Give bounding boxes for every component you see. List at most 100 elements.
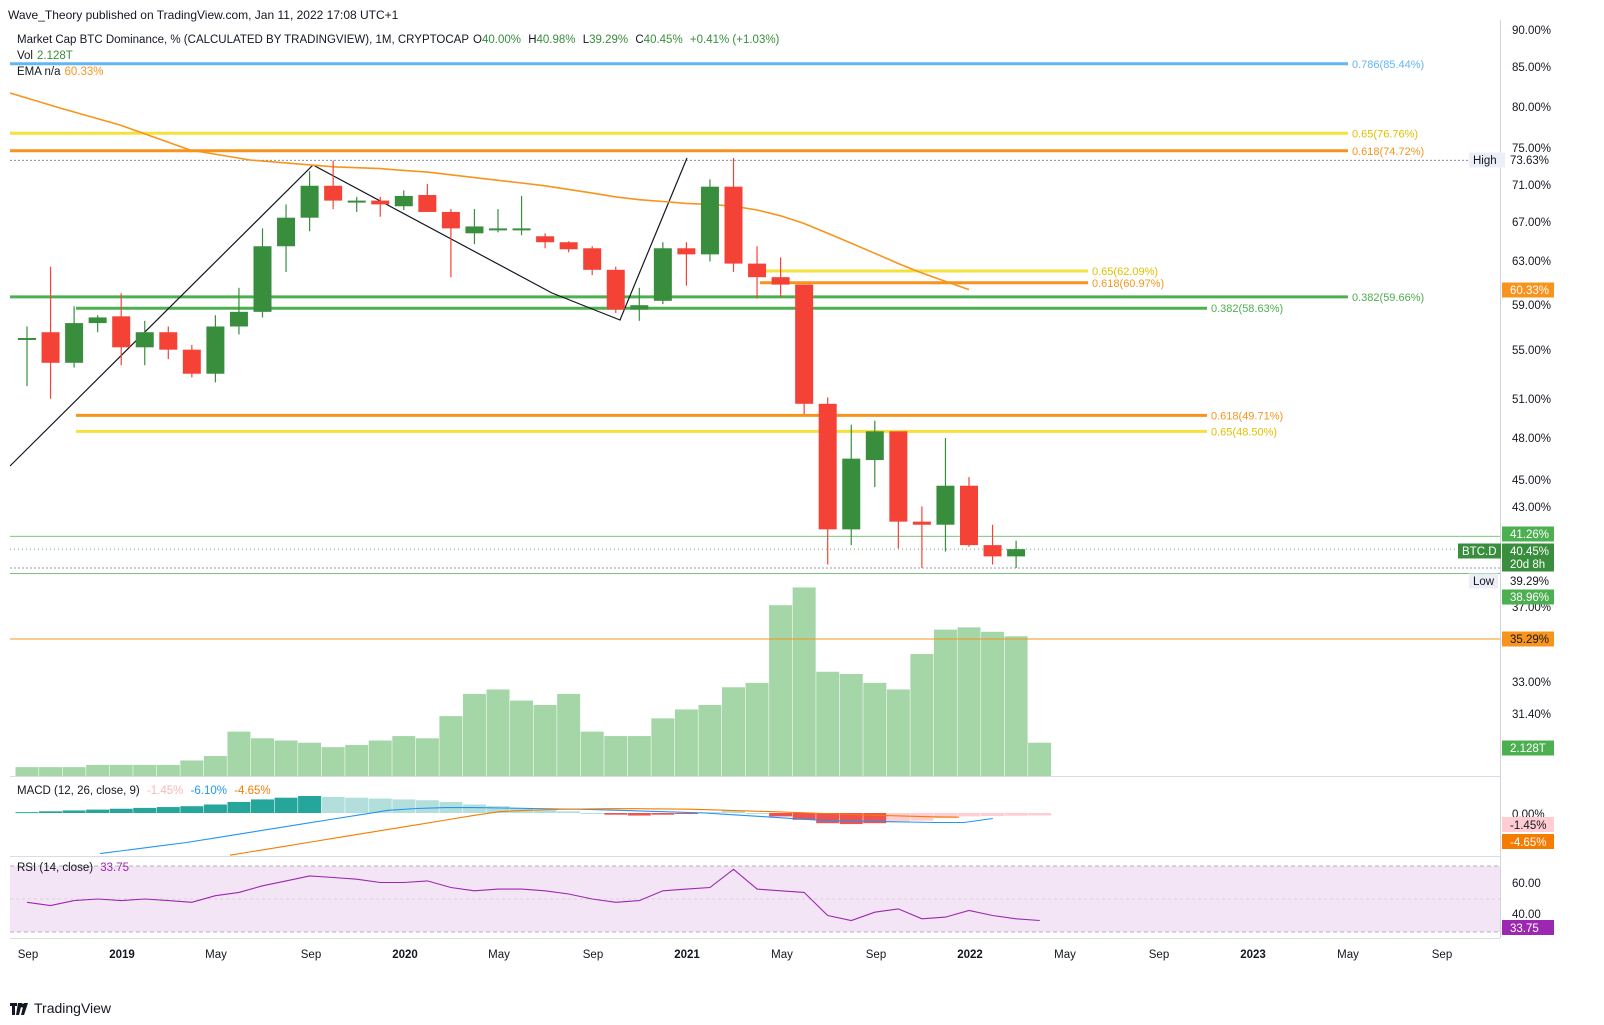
- volume-bar: [957, 627, 981, 776]
- price-axis-tick: 67.00%: [1512, 217, 1551, 229]
- macd-histogram-bar: [298, 796, 322, 813]
- candle-body: [324, 185, 343, 201]
- macd-histogram-bar: [133, 807, 157, 813]
- volume-bar: [745, 682, 769, 776]
- macd-histogram-bar: [769, 813, 793, 817]
- macd-histogram-bar: [533, 809, 557, 813]
- ema-line: [9, 92, 970, 291]
- low-value: 39.29%: [589, 34, 629, 46]
- macd-tag: [1502, 817, 1554, 832]
- price-axis-tick: 85.00%: [1512, 62, 1551, 74]
- volume-bar: [839, 673, 863, 776]
- macd-histogram-bar: [792, 813, 816, 820]
- time-axis-tick: 2022: [957, 949, 983, 961]
- volume-bar: [486, 689, 510, 776]
- price-axis-tick: 48.00%: [1512, 433, 1551, 445]
- macd-histogram-bar: [698, 812, 722, 814]
- price-tag: [1502, 740, 1554, 756]
- candle-body: [371, 200, 390, 205]
- volume-bar: [580, 731, 604, 776]
- time-axis-tick: Sep: [18, 949, 38, 961]
- price-tag-value: 39.29%: [1510, 576, 1549, 588]
- macd-histogram-bar: [39, 811, 63, 813]
- volume-bar: [321, 747, 345, 776]
- price-tag: [1502, 589, 1554, 605]
- brand-name[interactable]: TradingView: [34, 1000, 112, 1016]
- macd-histogram-bar: [557, 811, 581, 813]
- time-axis-tick: May: [1337, 949, 1359, 961]
- candle-body: [88, 317, 107, 324]
- ema-value: 60.33%: [64, 66, 104, 78]
- macd-histogram-bar: [156, 807, 180, 813]
- price-tag-value: 35.29%: [1510, 634, 1549, 646]
- macd-histogram-bar: [462, 804, 486, 813]
- fib-level-label: 0.786(85.44%): [1352, 59, 1424, 71]
- footer: TradingView: [10, 1000, 111, 1016]
- macd-histogram-bar: [321, 796, 345, 813]
- time-axis-tick: 2021: [674, 949, 700, 961]
- candle-body: [912, 521, 931, 525]
- price-tag-value: 60.33%: [1510, 285, 1549, 297]
- macd-legend: MACD (12, 26, close, 9) -1.45% -6.10% -4…: [17, 785, 271, 797]
- candle-body: [1007, 549, 1026, 557]
- candle-body: [465, 226, 484, 234]
- price-axis-tick: 71.00%: [1512, 180, 1551, 192]
- macd-histogram-bar: [863, 813, 887, 824]
- price-tag-value: 40.45%: [1510, 546, 1549, 558]
- price-tag: [1502, 573, 1554, 589]
- price-axis-tick: 37.00%: [1512, 602, 1551, 614]
- volume-bar: [368, 740, 392, 776]
- macd-histogram-bar: [227, 801, 251, 813]
- macd-histogram-bar: [251, 799, 274, 813]
- candle-body: [795, 284, 814, 404]
- macd-histogram-bar: [933, 813, 957, 819]
- macd-histogram-bar: [392, 799, 416, 813]
- volume-bar: [345, 744, 369, 776]
- volume-bar: [180, 760, 204, 776]
- symbol-name[interactable]: Market Cap BTC Dominance, % (CALCULATED …: [17, 34, 470, 46]
- candle-body: [206, 326, 225, 374]
- volume-bar: [792, 587, 816, 776]
- macd-histogram-bar: [368, 798, 392, 813]
- price-tag-label-bg: [1458, 543, 1501, 559]
- tradingview-logo-icon: [10, 1002, 28, 1015]
- volume-bar: [886, 689, 910, 776]
- volume-bar: [981, 631, 1005, 776]
- time-axis-tick: 2019: [109, 949, 135, 961]
- macd-histogram-bar: [345, 797, 369, 813]
- candle-body: [253, 246, 272, 312]
- volume-bar: [910, 653, 934, 776]
- candle-body: [677, 248, 696, 255]
- price-axis-tick: 31.40%: [1512, 709, 1551, 721]
- candle-body: [583, 248, 602, 270]
- price-tag-value: 38.96%: [1510, 592, 1549, 604]
- candle-body: [512, 228, 531, 231]
- volume-bar: [863, 682, 887, 776]
- candle-body: [960, 485, 978, 546]
- fib-level-label: 0.618(49.71%): [1211, 410, 1283, 422]
- macd-histogram-bar: [415, 800, 439, 813]
- rsi-axis-tick: 60.00: [1512, 878, 1541, 890]
- macd-histogram-bar: [580, 813, 604, 814]
- price-axis-tick: 45.00%: [1512, 475, 1551, 487]
- price-tag-value: 41.26%: [1510, 529, 1549, 541]
- close-value: 40.45%: [643, 34, 683, 46]
- macd-histogram-bar: [816, 813, 840, 824]
- candle-body: [182, 349, 201, 374]
- candle-body: [983, 545, 1002, 557]
- price-tag-label: High: [1473, 155, 1497, 167]
- price-axis-tick: 63.00%: [1512, 256, 1551, 268]
- price-axis-tick: 59.00%: [1512, 300, 1551, 312]
- rsi-line: [26, 868, 1040, 922]
- time-axis-tick: Sep: [1432, 949, 1452, 961]
- price-axis-tick: 90.00%: [1512, 25, 1551, 37]
- candle-body: [229, 311, 248, 327]
- ema-legend: EMA n/a 60.33%: [17, 66, 104, 78]
- candle-body: [559, 242, 578, 250]
- fib-level-label: 0.65(48.50%): [1211, 426, 1277, 438]
- candle-body: [300, 185, 319, 218]
- price-tag: [1502, 631, 1554, 647]
- price-tag: [1502, 543, 1554, 572]
- candle-body: [18, 337, 36, 340]
